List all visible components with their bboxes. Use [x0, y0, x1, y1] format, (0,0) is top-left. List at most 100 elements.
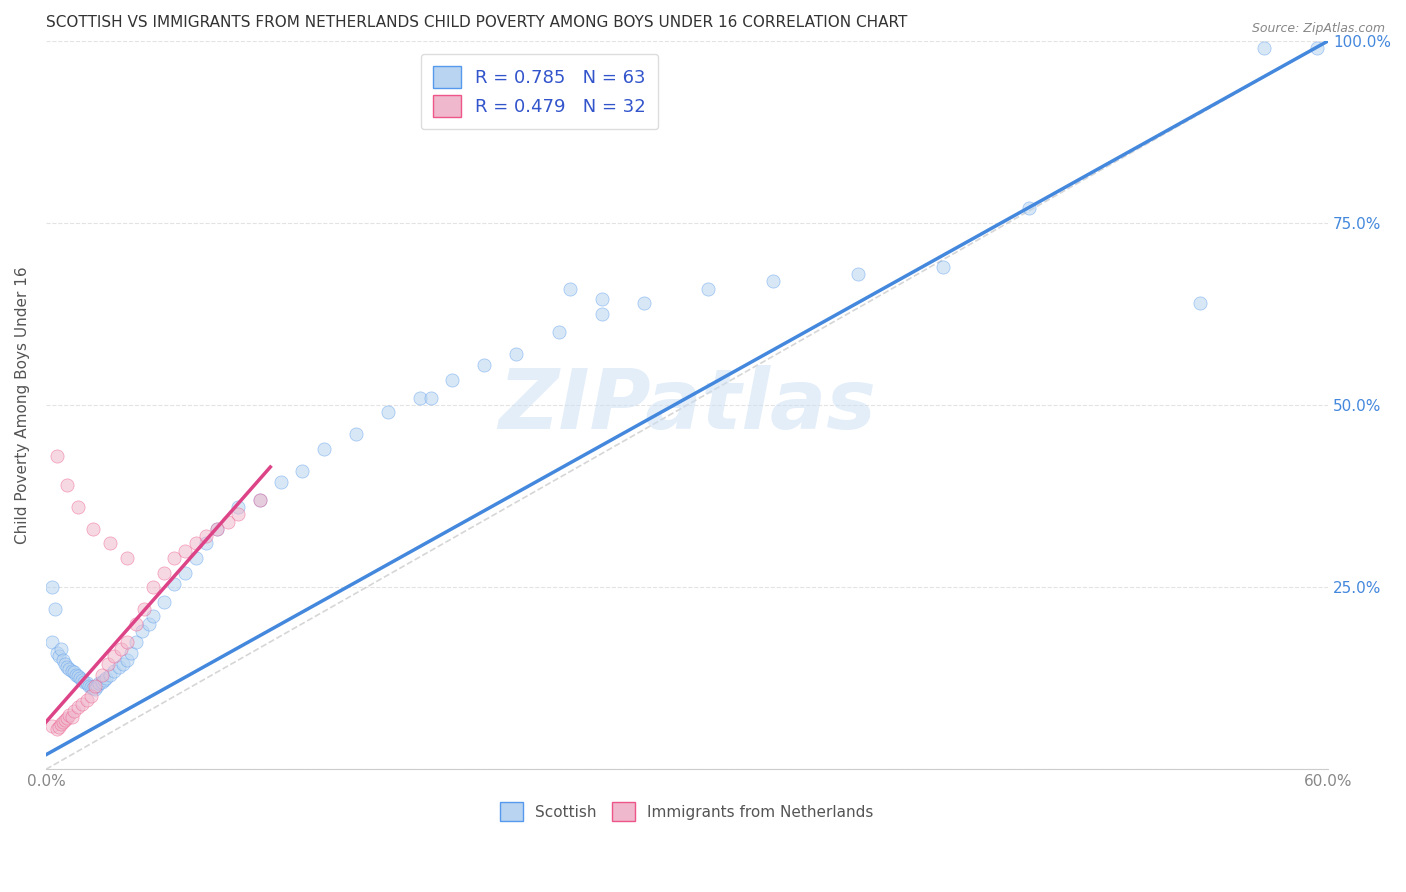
Text: Source: ZipAtlas.com: Source: ZipAtlas.com — [1251, 22, 1385, 36]
Point — [184, 536, 207, 550]
Point — [45, 723, 67, 737]
Point — [472, 358, 495, 372]
Point — [56, 478, 79, 492]
Point — [76, 693, 98, 707]
Point — [131, 624, 153, 638]
Point — [142, 609, 165, 624]
Point — [558, 281, 581, 295]
Point — [52, 714, 75, 729]
Point — [72, 697, 94, 711]
Point — [697, 281, 720, 295]
Point — [90, 674, 112, 689]
Point — [62, 665, 84, 680]
Point — [89, 676, 111, 690]
Point — [115, 551, 138, 566]
Point — [226, 508, 249, 522]
Point — [633, 296, 655, 310]
Point — [41, 580, 63, 594]
Point — [120, 646, 142, 660]
Text: ZIPatlas: ZIPatlas — [498, 365, 876, 446]
Y-axis label: Child Poverty Among Boys Under 16: Child Poverty Among Boys Under 16 — [15, 267, 30, 544]
Point — [249, 492, 271, 507]
Point — [440, 373, 463, 387]
Point — [82, 522, 104, 536]
Point — [1253, 41, 1275, 55]
Point — [66, 700, 89, 714]
Point — [761, 274, 783, 288]
Point — [115, 635, 138, 649]
Point — [226, 500, 249, 514]
Point — [125, 635, 148, 649]
Point — [72, 673, 94, 688]
Point — [142, 580, 165, 594]
Point — [73, 674, 96, 689]
Point — [77, 679, 100, 693]
Point — [53, 657, 76, 671]
Point — [217, 515, 239, 529]
Point — [270, 475, 292, 489]
Point — [205, 522, 228, 536]
Point — [103, 664, 125, 678]
Point — [66, 669, 89, 683]
Point — [419, 391, 441, 405]
Point — [41, 635, 63, 649]
Point — [1306, 41, 1329, 55]
Point — [80, 690, 103, 704]
Point — [56, 660, 79, 674]
Point — [45, 646, 67, 660]
Legend: Scottish, Immigrants from Netherlands: Scottish, Immigrants from Netherlands — [495, 797, 880, 827]
Point — [49, 642, 72, 657]
Point — [41, 718, 63, 732]
Point — [90, 667, 112, 681]
Point — [44, 602, 66, 616]
Point — [107, 660, 129, 674]
Point — [65, 667, 87, 681]
Point — [49, 717, 72, 731]
Point — [377, 405, 399, 419]
Point — [1018, 202, 1040, 216]
Point — [58, 707, 80, 722]
Point — [163, 576, 186, 591]
Point — [66, 500, 89, 514]
Text: SCOTTISH VS IMMIGRANTS FROM NETHERLANDS CHILD POVERTY AMONG BOYS UNDER 16 CORREL: SCOTTISH VS IMMIGRANTS FROM NETHERLANDS … — [46, 15, 907, 30]
Point — [409, 391, 432, 405]
Point — [60, 664, 83, 678]
Point — [86, 679, 108, 693]
Point — [76, 676, 98, 690]
Point — [312, 442, 335, 456]
Point — [60, 710, 83, 724]
Point — [205, 522, 228, 536]
Point — [344, 427, 367, 442]
Point — [84, 682, 107, 697]
Point — [84, 679, 107, 693]
Point — [134, 602, 156, 616]
Point — [591, 293, 613, 307]
Point — [48, 720, 70, 734]
Point — [152, 566, 174, 580]
Point — [125, 616, 148, 631]
Point — [103, 649, 125, 664]
Point — [846, 267, 869, 281]
Point — [111, 657, 134, 671]
Point — [163, 551, 186, 566]
Point — [505, 347, 527, 361]
Point — [56, 711, 79, 725]
Point — [547, 325, 569, 339]
Point — [173, 566, 195, 580]
Point — [1188, 296, 1211, 310]
Point — [97, 657, 120, 671]
Point — [98, 667, 121, 681]
Point — [184, 551, 207, 566]
Point — [932, 260, 955, 274]
Point — [115, 653, 138, 667]
Point — [98, 536, 121, 550]
Point — [195, 529, 218, 543]
Point — [591, 307, 613, 321]
Point — [195, 536, 218, 550]
Point — [138, 616, 160, 631]
Point — [173, 543, 195, 558]
Point — [93, 673, 115, 688]
Point — [110, 642, 132, 657]
Point — [53, 713, 76, 727]
Point — [52, 653, 75, 667]
